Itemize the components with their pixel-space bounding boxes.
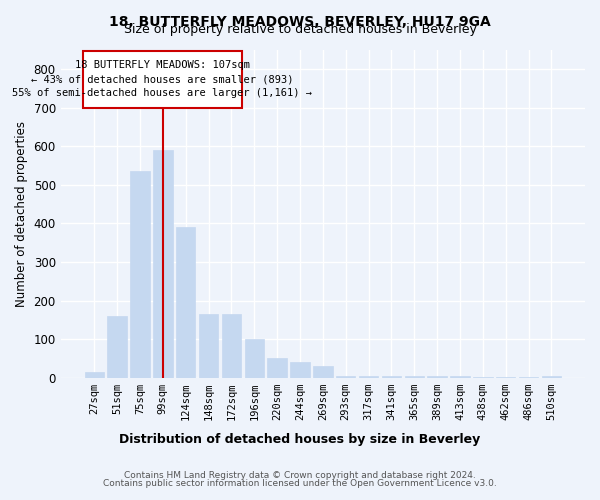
- Bar: [427, 376, 447, 378]
- Bar: [85, 372, 104, 378]
- Bar: [450, 376, 470, 378]
- Text: 18 BUTTERFLY MEADOWS: 107sqm
← 43% of detached houses are smaller (893)
55% of s: 18 BUTTERFLY MEADOWS: 107sqm ← 43% of de…: [12, 60, 312, 98]
- Bar: [221, 314, 241, 378]
- Bar: [519, 377, 538, 378]
- Bar: [130, 172, 149, 378]
- Bar: [473, 377, 493, 378]
- Bar: [496, 377, 515, 378]
- Bar: [176, 228, 196, 378]
- Bar: [542, 376, 561, 378]
- Text: Distribution of detached houses by size in Beverley: Distribution of detached houses by size …: [119, 432, 481, 446]
- Y-axis label: Number of detached properties: Number of detached properties: [15, 121, 28, 307]
- Bar: [404, 376, 424, 378]
- Bar: [313, 366, 332, 378]
- Bar: [290, 362, 310, 378]
- Bar: [199, 314, 218, 378]
- Text: Contains HM Land Registry data © Crown copyright and database right 2024.: Contains HM Land Registry data © Crown c…: [124, 471, 476, 480]
- Text: Size of property relative to detached houses in Beverley: Size of property relative to detached ho…: [124, 22, 476, 36]
- Bar: [107, 316, 127, 378]
- Bar: [268, 358, 287, 378]
- Bar: [382, 376, 401, 378]
- Text: 18, BUTTERFLY MEADOWS, BEVERLEY, HU17 9GA: 18, BUTTERFLY MEADOWS, BEVERLEY, HU17 9G…: [109, 15, 491, 29]
- Bar: [336, 376, 355, 378]
- Bar: [245, 339, 264, 378]
- Bar: [359, 376, 378, 378]
- FancyBboxPatch shape: [83, 51, 242, 108]
- Bar: [153, 150, 173, 378]
- Text: Contains public sector information licensed under the Open Government Licence v3: Contains public sector information licen…: [103, 478, 497, 488]
